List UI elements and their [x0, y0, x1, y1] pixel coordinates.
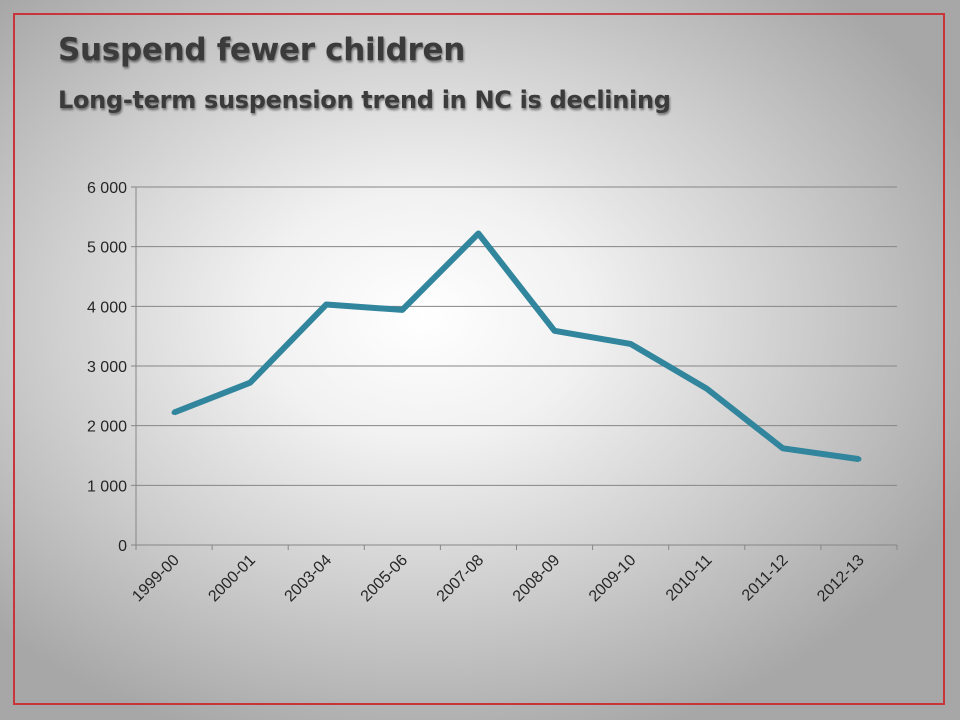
x-tick-label: 2003-04: [282, 552, 336, 606]
y-tick-label: 1 000: [87, 478, 127, 495]
series-line: [173, 230, 860, 463]
x-tick-label: 2010-11: [663, 552, 716, 605]
data-point: [323, 302, 329, 308]
x-tick-label: 1999-00: [129, 552, 183, 606]
y-tick-label: 0: [118, 538, 127, 555]
y-tick-label: 6 000: [87, 180, 127, 197]
data-point: [780, 445, 786, 451]
data-point: [171, 410, 177, 416]
slide-subtitle: Long-term suspension trend in NC is decl…: [58, 86, 671, 114]
gridlines: [136, 186, 897, 486]
x-tick-label: 2012-13: [814, 552, 868, 606]
x-axis-tick-labels: 1999-00 2000-01 2003-04 2005-06 2007-08 2008-…: [129, 552, 868, 606]
data-point: [704, 386, 710, 392]
slide-border: [13, 13, 945, 705]
y-tick-label: 3 000: [87, 359, 127, 376]
y-tick-label: 5 000: [87, 240, 127, 257]
x-tick-label: 2011-12: [739, 552, 792, 605]
y-tick-label: 2 000: [87, 419, 127, 436]
x-tick-label: 2009-10: [586, 552, 640, 606]
data-point: [475, 231, 481, 237]
x-tick-label: 2005-06: [358, 552, 412, 606]
series-group: [171, 230, 862, 463]
data-point: [399, 307, 405, 313]
x-tick-label: 2000-01: [205, 552, 259, 606]
y-axis-tick-labels: 0 1 000 2 000 3 000 4 000 5 000 6 000: [87, 180, 127, 555]
data-point: [856, 456, 862, 462]
slide-title: Suspend fewer children: [58, 32, 466, 68]
data-point: [628, 341, 634, 347]
axes: [131, 186, 898, 550]
x-tick-label: 2008-09: [510, 552, 564, 606]
x-tick-label: 2007-08: [434, 552, 488, 606]
data-point: [247, 380, 253, 386]
y-tick-label: 4 000: [87, 299, 127, 316]
data-point: [552, 328, 558, 334]
